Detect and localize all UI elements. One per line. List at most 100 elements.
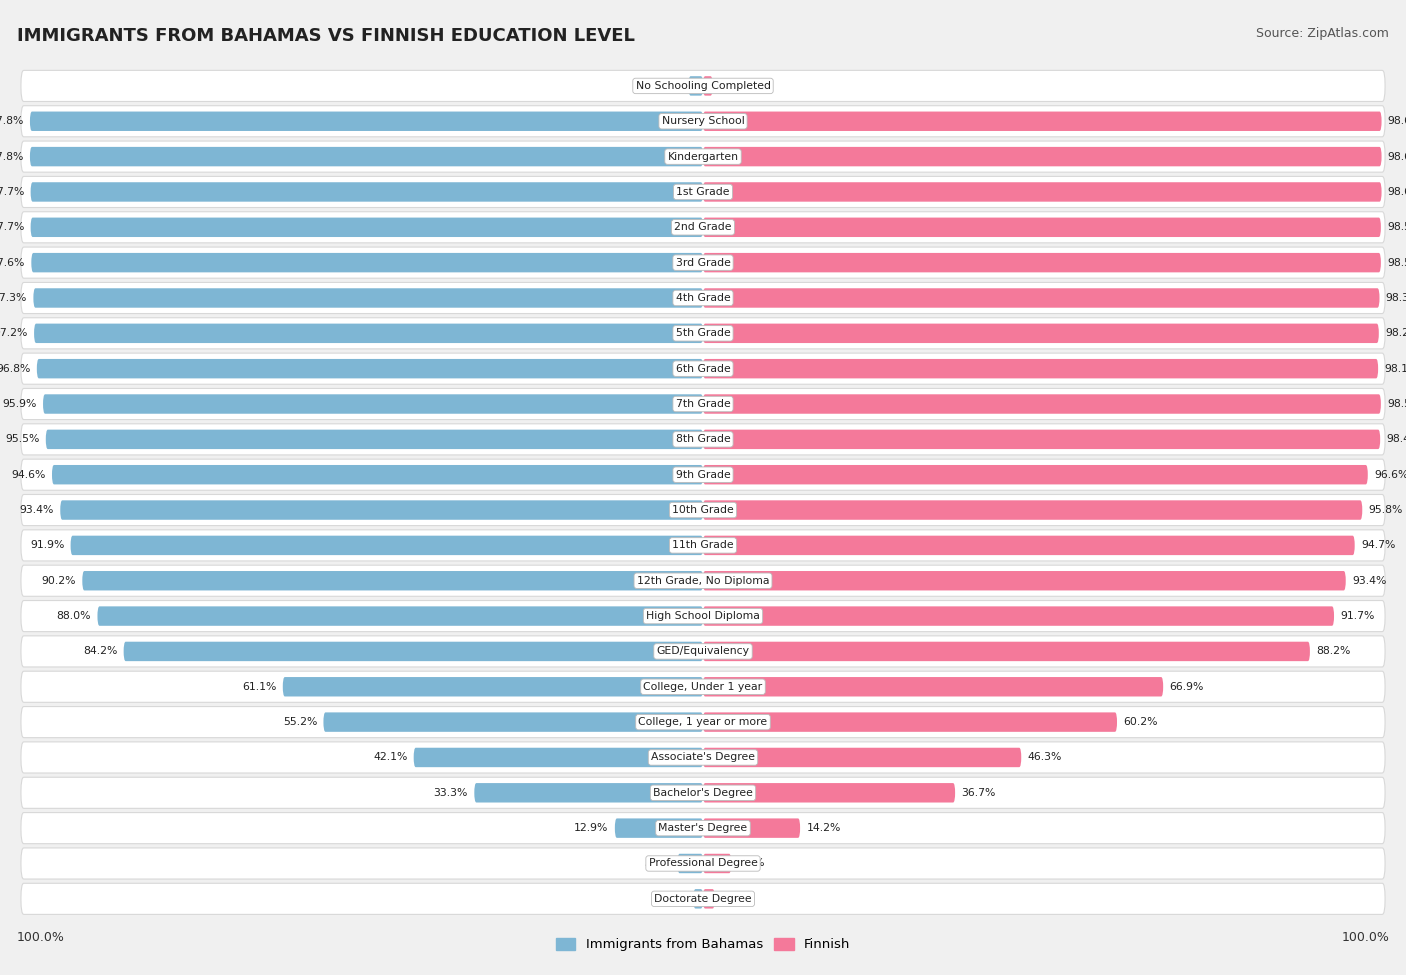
FancyBboxPatch shape	[703, 359, 1378, 378]
Text: 12th Grade, No Diploma: 12th Grade, No Diploma	[637, 575, 769, 586]
Text: 12.9%: 12.9%	[574, 823, 609, 834]
FancyBboxPatch shape	[21, 283, 1385, 314]
Text: 66.9%: 66.9%	[1170, 682, 1204, 692]
FancyBboxPatch shape	[703, 854, 731, 874]
FancyBboxPatch shape	[21, 212, 1385, 243]
Text: 97.7%: 97.7%	[0, 187, 24, 197]
FancyBboxPatch shape	[70, 535, 703, 555]
Text: 9th Grade: 9th Grade	[676, 470, 730, 480]
FancyBboxPatch shape	[703, 430, 1381, 449]
Text: 95.8%: 95.8%	[1368, 505, 1403, 515]
Text: 97.8%: 97.8%	[0, 151, 24, 162]
Text: 94.6%: 94.6%	[11, 470, 46, 480]
Text: 98.6%: 98.6%	[1388, 151, 1406, 162]
Text: 98.4%: 98.4%	[1386, 434, 1406, 445]
Text: 97.7%: 97.7%	[0, 222, 24, 232]
FancyBboxPatch shape	[21, 777, 1385, 808]
Text: 88.2%: 88.2%	[1316, 646, 1351, 656]
FancyBboxPatch shape	[703, 253, 1381, 272]
Text: Doctorate Degree: Doctorate Degree	[654, 894, 752, 904]
FancyBboxPatch shape	[37, 359, 703, 378]
Text: 90.2%: 90.2%	[42, 575, 76, 586]
FancyBboxPatch shape	[34, 289, 703, 308]
FancyBboxPatch shape	[21, 141, 1385, 173]
Text: Kindergarten: Kindergarten	[668, 151, 738, 162]
FancyBboxPatch shape	[703, 783, 955, 802]
Text: College, 1 year or more: College, 1 year or more	[638, 717, 768, 727]
Text: 96.6%: 96.6%	[1374, 470, 1406, 480]
Text: GED/Equivalency: GED/Equivalency	[657, 646, 749, 656]
FancyBboxPatch shape	[703, 465, 1368, 485]
Text: 11th Grade: 11th Grade	[672, 540, 734, 551]
FancyBboxPatch shape	[30, 147, 703, 167]
Text: No Schooling Completed: No Schooling Completed	[636, 81, 770, 91]
Text: Professional Degree: Professional Degree	[648, 858, 758, 869]
Text: 4th Grade: 4th Grade	[676, 292, 730, 303]
FancyBboxPatch shape	[31, 182, 703, 202]
FancyBboxPatch shape	[413, 748, 703, 767]
Text: 8th Grade: 8th Grade	[676, 434, 730, 445]
Text: 98.6%: 98.6%	[1388, 116, 1406, 127]
FancyBboxPatch shape	[21, 247, 1385, 278]
FancyBboxPatch shape	[21, 601, 1385, 632]
FancyBboxPatch shape	[30, 111, 703, 131]
Text: Source: ZipAtlas.com: Source: ZipAtlas.com	[1256, 27, 1389, 40]
Text: 91.9%: 91.9%	[30, 540, 65, 551]
FancyBboxPatch shape	[21, 105, 1385, 136]
Text: 94.7%: 94.7%	[1361, 540, 1395, 551]
FancyBboxPatch shape	[21, 424, 1385, 455]
Legend: Immigrants from Bahamas, Finnish: Immigrants from Bahamas, Finnish	[550, 932, 856, 956]
FancyBboxPatch shape	[21, 636, 1385, 667]
Text: 98.3%: 98.3%	[1386, 292, 1406, 303]
Text: 7th Grade: 7th Grade	[676, 399, 730, 410]
Text: High School Diploma: High School Diploma	[647, 611, 759, 621]
FancyBboxPatch shape	[703, 642, 1310, 661]
Text: 100.0%: 100.0%	[1341, 931, 1389, 945]
Text: 2nd Grade: 2nd Grade	[675, 222, 731, 232]
FancyBboxPatch shape	[703, 571, 1346, 591]
FancyBboxPatch shape	[703, 818, 800, 838]
Text: 93.4%: 93.4%	[20, 505, 53, 515]
FancyBboxPatch shape	[703, 111, 1382, 131]
Text: 91.7%: 91.7%	[1340, 611, 1375, 621]
Text: 98.1%: 98.1%	[1385, 364, 1406, 373]
Text: 84.2%: 84.2%	[83, 646, 118, 656]
FancyBboxPatch shape	[21, 742, 1385, 773]
FancyBboxPatch shape	[21, 812, 1385, 843]
Text: 5th Grade: 5th Grade	[676, 329, 730, 338]
FancyBboxPatch shape	[703, 713, 1116, 732]
FancyBboxPatch shape	[474, 783, 703, 802]
FancyBboxPatch shape	[21, 566, 1385, 597]
FancyBboxPatch shape	[703, 677, 1163, 696]
Text: 100.0%: 100.0%	[17, 931, 65, 945]
Text: Nursery School: Nursery School	[662, 116, 744, 127]
Text: 97.6%: 97.6%	[0, 257, 25, 268]
Text: 46.3%: 46.3%	[1028, 753, 1062, 762]
FancyBboxPatch shape	[703, 289, 1379, 308]
Text: Associate's Degree: Associate's Degree	[651, 753, 755, 762]
FancyBboxPatch shape	[124, 642, 703, 661]
FancyBboxPatch shape	[44, 394, 703, 413]
Text: Master's Degree: Master's Degree	[658, 823, 748, 834]
Text: College, Under 1 year: College, Under 1 year	[644, 682, 762, 692]
FancyBboxPatch shape	[31, 217, 703, 237]
FancyBboxPatch shape	[21, 848, 1385, 879]
Text: 95.9%: 95.9%	[3, 399, 37, 410]
FancyBboxPatch shape	[21, 388, 1385, 419]
Text: 1.5%: 1.5%	[718, 81, 747, 91]
Text: 96.8%: 96.8%	[0, 364, 31, 373]
Text: 97.8%: 97.8%	[0, 116, 24, 127]
Text: 1.8%: 1.8%	[721, 894, 748, 904]
FancyBboxPatch shape	[703, 324, 1379, 343]
FancyBboxPatch shape	[689, 76, 703, 96]
Text: 93.4%: 93.4%	[1353, 575, 1386, 586]
Text: Bachelor's Degree: Bachelor's Degree	[652, 788, 754, 798]
Text: 98.5%: 98.5%	[1388, 222, 1406, 232]
Text: 3rd Grade: 3rd Grade	[675, 257, 731, 268]
FancyBboxPatch shape	[97, 606, 703, 626]
Text: 33.3%: 33.3%	[433, 788, 468, 798]
Text: 2.2%: 2.2%	[655, 81, 682, 91]
FancyBboxPatch shape	[703, 394, 1381, 413]
FancyBboxPatch shape	[703, 748, 1021, 767]
FancyBboxPatch shape	[21, 529, 1385, 561]
